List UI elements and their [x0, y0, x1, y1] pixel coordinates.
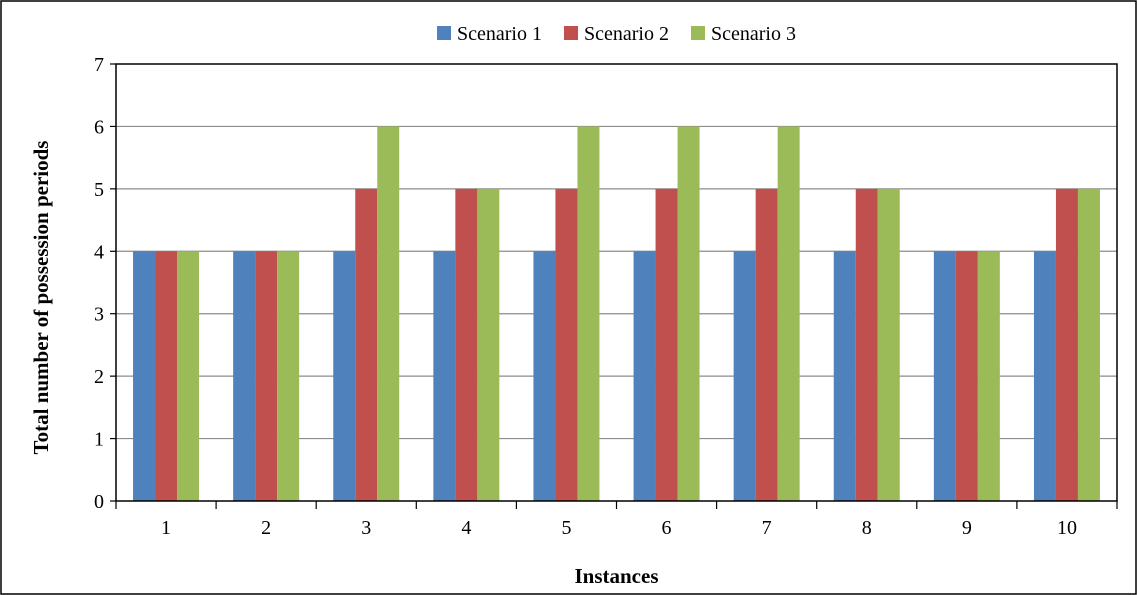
x-tick-label: 1 — [161, 517, 171, 539]
legend-swatch — [690, 26, 705, 40]
bar — [133, 251, 156, 501]
y-axis-title: Total number of possession periods — [29, 141, 53, 455]
bar — [1033, 251, 1056, 501]
bar — [777, 126, 800, 501]
bar — [533, 251, 556, 501]
y-tick-label: 5 — [94, 179, 104, 201]
bar — [255, 251, 278, 501]
x-tick-label: 8 — [862, 517, 872, 539]
bar — [1055, 188, 1078, 501]
legend-swatch — [437, 26, 452, 40]
bar — [477, 188, 500, 501]
legend-swatch — [564, 26, 579, 40]
x-tick-label: 6 — [662, 517, 672, 539]
bar — [977, 251, 1000, 501]
bar — [755, 188, 778, 501]
y-tick-label: 0 — [94, 491, 104, 513]
bar — [1077, 188, 1100, 501]
bar — [855, 188, 878, 501]
x-tick-label: 2 — [261, 517, 271, 539]
x-tick-label: 10 — [1057, 517, 1077, 539]
bar — [455, 188, 478, 501]
bar — [355, 188, 378, 501]
bar — [733, 251, 756, 501]
x-axis-title: Instances — [574, 564, 658, 588]
bar — [155, 251, 178, 501]
x-tick-label: 7 — [762, 517, 772, 539]
bar — [877, 188, 900, 501]
legend-label: Scenario 1 — [457, 23, 542, 45]
y-tick-label: 6 — [94, 116, 104, 138]
bar — [233, 251, 256, 501]
legend: Scenario 1 Scenario 2 Scenario 3 — [437, 23, 796, 45]
bar — [833, 251, 856, 501]
bar — [677, 126, 700, 501]
legend-label: Scenario 3 — [711, 23, 796, 45]
bar — [577, 126, 600, 501]
bar — [177, 251, 200, 501]
bar — [433, 251, 456, 501]
x-tick-label: 3 — [361, 517, 371, 539]
x-tick-label: 4 — [461, 517, 471, 539]
bars — [133, 126, 1100, 501]
bar — [933, 251, 956, 501]
bar — [277, 251, 300, 501]
bar — [555, 188, 578, 501]
y-tick-label: 2 — [94, 366, 104, 388]
y-tick-label: 4 — [94, 241, 104, 263]
bar — [633, 251, 656, 501]
y-tick-label: 1 — [94, 429, 104, 451]
bar — [655, 188, 678, 501]
bar — [333, 251, 356, 501]
y-tick-label: 7 — [94, 54, 104, 76]
bar — [377, 126, 400, 501]
x-tick-label: 9 — [962, 517, 972, 539]
axes: 0 1 2 3 4 5 6 7 1 2 3 4 5 6 7 8 9 10 — [94, 54, 1118, 539]
y-tick-label: 3 — [94, 304, 104, 326]
legend-label: Scenario 2 — [584, 23, 669, 45]
bar — [955, 251, 978, 501]
x-tick-label: 5 — [561, 517, 571, 539]
